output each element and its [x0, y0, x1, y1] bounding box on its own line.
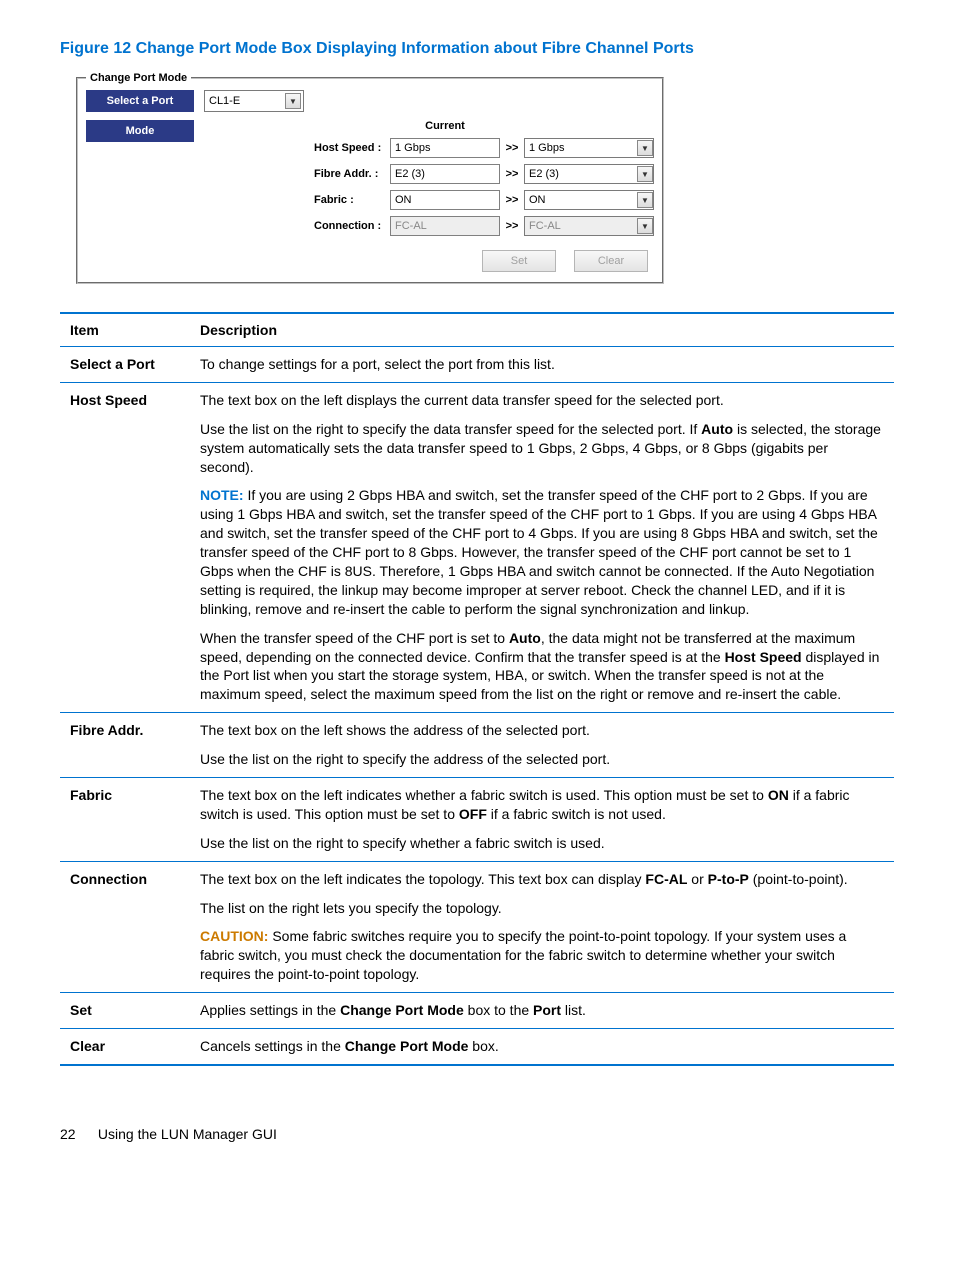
mode-label: Mode: [86, 120, 194, 142]
paragraph: The list on the right lets you specify t…: [200, 899, 884, 918]
table-row: Select a Port To change settings for a p…: [60, 347, 894, 383]
fibre-addr-label: Fibre Addr. :: [312, 168, 390, 180]
host-speed-selected: 1 Gbps: [529, 142, 564, 154]
paragraph: Use the list on the right to specify the…: [200, 420, 884, 477]
paragraph: Use the list on the right to specify the…: [200, 750, 884, 769]
connection-label: Connection :: [312, 220, 390, 232]
paragraph: The text box on the left shows the addre…: [200, 721, 884, 740]
arrow-icon: >>: [500, 142, 524, 154]
chevron-down-icon: ▼: [637, 166, 653, 182]
figure-title: Figure 12 Change Port Mode Box Displayin…: [60, 40, 894, 58]
description-table: Item Description Select a Port To change…: [60, 312, 894, 1066]
connection-selected: FC-AL: [529, 220, 561, 232]
item-cell: Set: [60, 993, 190, 1029]
host-speed-dropdown[interactable]: 1 Gbps ▼: [524, 138, 654, 158]
arrow-icon: >>: [500, 194, 524, 206]
page-number: 22: [60, 1126, 94, 1142]
paragraph: When the transfer speed of the CHF port …: [200, 629, 884, 705]
item-cell: Fibre Addr.: [60, 713, 190, 778]
set-button[interactable]: Set: [482, 250, 556, 272]
desc-cell: The text box on the left indicates wheth…: [190, 778, 894, 862]
chevron-down-icon: ▼: [637, 192, 653, 208]
select-a-port-label: Select a Port: [86, 90, 194, 112]
caution-paragraph: CAUTION: Some fabric switches require yo…: [200, 927, 884, 984]
table-row: Host Speed The text box on the left disp…: [60, 382, 894, 712]
col-item-header: Item: [60, 313, 190, 347]
col-description-header: Description: [190, 313, 894, 347]
item-cell: Host Speed: [60, 382, 190, 712]
select-a-port-value: CL1-E: [209, 95, 240, 107]
note-paragraph: NOTE: If you are using 2 Gbps HBA and sw…: [200, 486, 884, 618]
desc-cell: To change settings for a port, select th…: [190, 347, 894, 383]
connection-current: FC-AL: [390, 216, 500, 236]
fabric-label: Fabric :: [312, 194, 390, 206]
change-port-mode-box: Change Port Mode Select a Port CL1-E ▼ M…: [74, 72, 594, 284]
desc-cell: Cancels settings in the Change Port Mode…: [190, 1029, 894, 1065]
desc-cell: The text box on the left shows the addre…: [190, 713, 894, 778]
chevron-down-icon: ▼: [637, 140, 653, 156]
paragraph: Use the list on the right to specify whe…: [200, 834, 884, 853]
table-row: Set Applies settings in the Change Port …: [60, 993, 894, 1029]
arrow-icon: >>: [500, 168, 524, 180]
fibre-addr-selected: E2 (3): [529, 168, 559, 180]
fabric-dropdown[interactable]: ON ▼: [524, 190, 654, 210]
table-row: Fabric The text box on the left indicate…: [60, 778, 894, 862]
footer-text: Using the LUN Manager GUI: [98, 1126, 277, 1142]
connection-dropdown[interactable]: FC-AL ▼: [524, 216, 654, 236]
table-row: Fibre Addr. The text box on the left sho…: [60, 713, 894, 778]
desc-cell: The text box on the left displays the cu…: [190, 382, 894, 712]
fibre-addr-current: E2 (3): [390, 164, 500, 184]
desc-cell: Applies settings in the Change Port Mode…: [190, 993, 894, 1029]
chevron-down-icon: ▼: [637, 218, 653, 234]
change-port-mode-legend: Change Port Mode: [86, 72, 191, 84]
paragraph: The text box on the left indicates the t…: [200, 870, 884, 889]
select-a-port-dropdown[interactable]: CL1-E ▼: [204, 90, 304, 112]
paragraph: The text box on the left displays the cu…: [200, 391, 884, 410]
item-cell: Fabric: [60, 778, 190, 862]
table-row: Clear Cancels settings in the Change Por…: [60, 1029, 894, 1065]
page-footer: 22 Using the LUN Manager GUI: [60, 1126, 894, 1142]
item-cell: Select a Port: [60, 347, 190, 383]
fabric-selected: ON: [529, 194, 546, 206]
fibre-addr-dropdown[interactable]: E2 (3) ▼: [524, 164, 654, 184]
caution-label: CAUTION:: [200, 928, 268, 944]
fabric-current: ON: [390, 190, 500, 210]
item-cell: Connection: [60, 861, 190, 992]
desc-cell: The text box on the left indicates the t…: [190, 861, 894, 992]
chevron-down-icon: ▼: [285, 93, 301, 109]
item-cell: Clear: [60, 1029, 190, 1065]
current-column-header: Current: [390, 120, 500, 132]
host-speed-current: 1 Gbps: [390, 138, 500, 158]
note-label: NOTE:: [200, 487, 244, 503]
host-speed-label: Host Speed :: [312, 142, 390, 154]
paragraph: The text box on the left indicates wheth…: [200, 786, 884, 824]
clear-button[interactable]: Clear: [574, 250, 648, 272]
table-row: Connection The text box on the left indi…: [60, 861, 894, 992]
arrow-icon: >>: [500, 220, 524, 232]
